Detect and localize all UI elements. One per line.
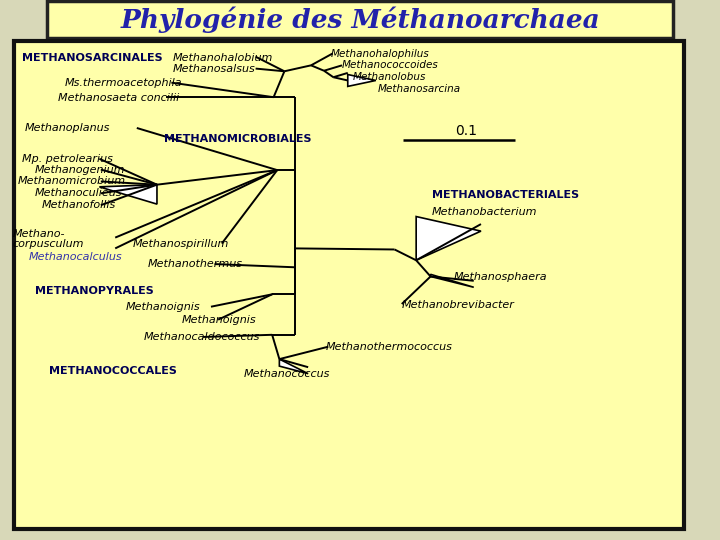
Text: Mp. petrolearius: Mp. petrolearius: [22, 154, 112, 164]
Polygon shape: [416, 217, 481, 260]
Polygon shape: [99, 185, 157, 204]
Text: Methanocalculus: Methanocalculus: [29, 252, 122, 262]
Text: METHANOBACTERIALES: METHANOBACTERIALES: [432, 191, 579, 200]
Text: Methanosaeta concilii: Methanosaeta concilii: [58, 93, 179, 103]
FancyBboxPatch shape: [47, 1, 673, 38]
Text: METHANOSARCINALES: METHANOSARCINALES: [22, 53, 162, 63]
Text: Methanomicrobium: Methanomicrobium: [18, 177, 126, 186]
Text: Methanoignis: Methanoignis: [126, 302, 201, 312]
Text: Methanogenium: Methanogenium: [35, 165, 125, 174]
Text: METHANOMICROBIALES: METHANOMICROBIALES: [164, 134, 312, 144]
Text: Methanocaldococcus: Methanocaldococcus: [144, 332, 261, 342]
Text: Phylogénie des Méthanoarchaea: Phylogénie des Méthanoarchaea: [120, 6, 600, 33]
Polygon shape: [431, 274, 474, 287]
Text: Methanoplanus: Methanoplanus: [25, 123, 111, 133]
FancyBboxPatch shape: [14, 40, 684, 529]
Text: 0.1: 0.1: [455, 124, 477, 138]
Text: Methanospirillum: Methanospirillum: [133, 239, 230, 248]
Text: Methanoculieus: Methanoculieus: [35, 188, 122, 198]
Text: Methanococcoides: Methanococcoides: [341, 60, 438, 70]
Text: Methanosarcina: Methanosarcina: [378, 84, 461, 94]
Text: Methanobrevibacter: Methanobrevibacter: [402, 300, 515, 310]
Text: Methanosalsus: Methanosalsus: [173, 64, 256, 74]
Text: Methanolobus: Methanolobus: [353, 72, 426, 82]
Text: Methanofollis: Methanofollis: [42, 200, 116, 210]
Text: Methanothermus: Methanothermus: [148, 259, 243, 269]
Text: Methanosphaera: Methanosphaera: [454, 272, 547, 282]
Polygon shape: [279, 359, 308, 374]
Polygon shape: [348, 75, 376, 86]
Text: Methanohalophilus: Methanohalophilus: [331, 49, 430, 59]
Text: METHANOCOCCALES: METHANOCOCCALES: [49, 366, 177, 376]
Text: METHANOPYRALES: METHANOPYRALES: [35, 286, 153, 295]
Text: Methanobacterium: Methanobacterium: [432, 207, 538, 217]
Text: Methanococcus: Methanococcus: [243, 369, 330, 379]
Text: Methanoignis: Methanoignis: [182, 315, 257, 325]
Text: Methano-: Methano-: [13, 229, 66, 239]
Text: Methanothermococcus: Methanothermococcus: [326, 342, 453, 352]
Text: Methanohalobium: Methanohalobium: [173, 53, 273, 63]
Text: Ms.thermoacetophila: Ms.thermoacetophila: [65, 78, 182, 87]
Text: corpusculum: corpusculum: [13, 239, 84, 249]
